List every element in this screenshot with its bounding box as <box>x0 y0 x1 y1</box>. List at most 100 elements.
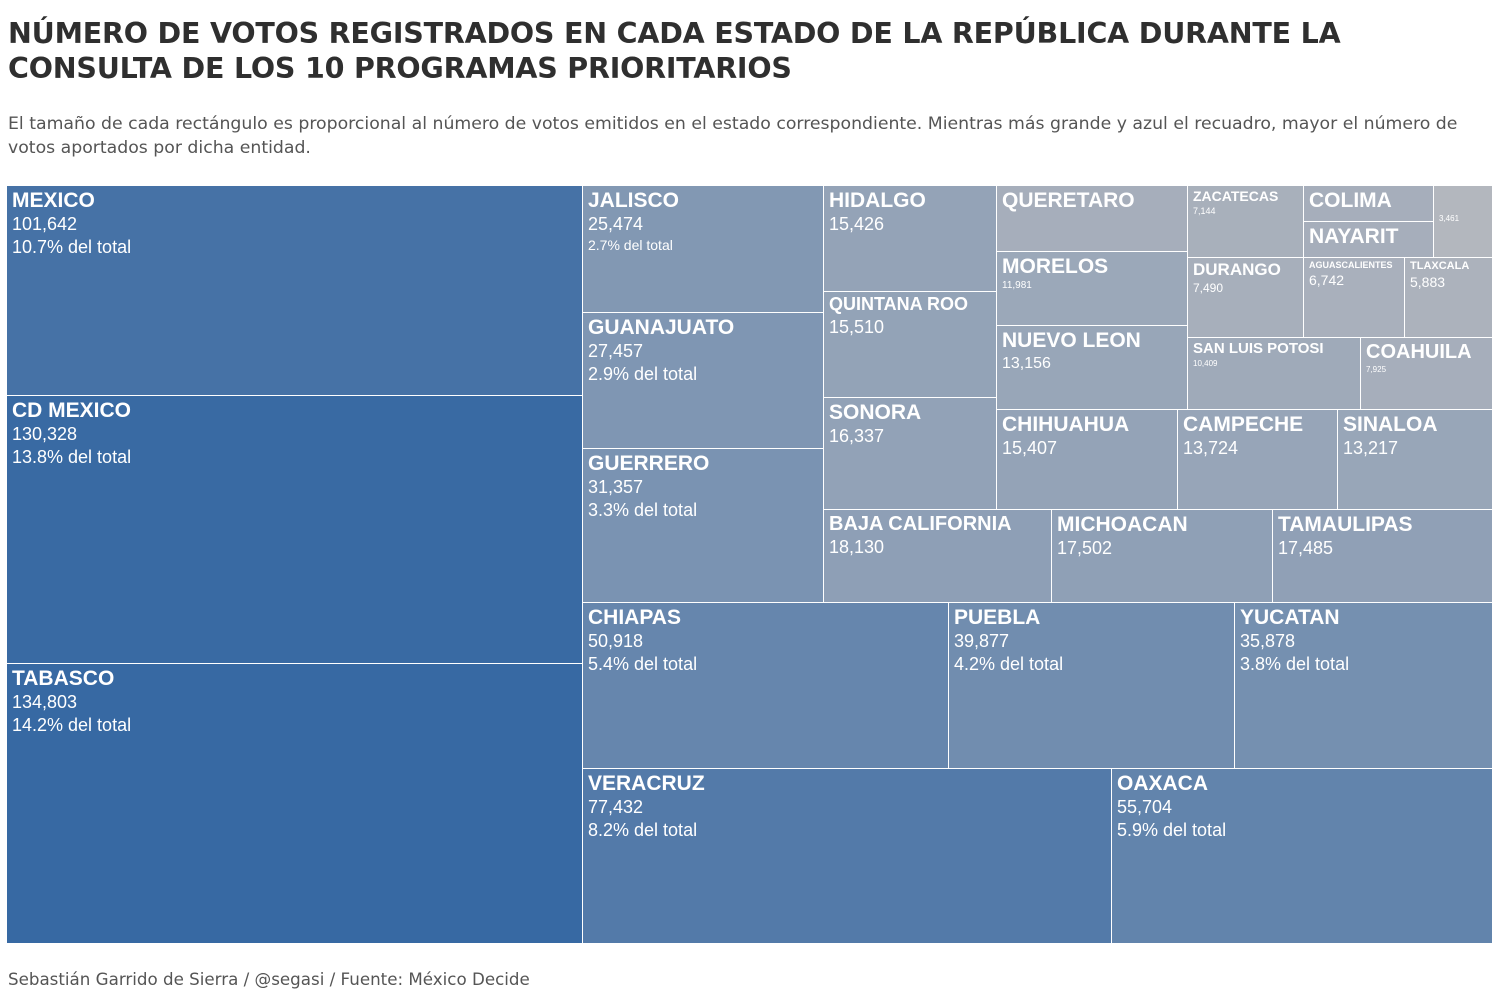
treemap-tile-coahuila: COAHUILA 7,925 <box>1361 338 1493 410</box>
treemap-tile-quintana-roo: QUINTANA ROO 15,510 <box>824 292 997 398</box>
treemap-tile-chiapas: CHIAPAS 50,918 5.4% del total <box>583 603 949 769</box>
treemap-tile-guanajuato: GUANAJUATO 27,457 2.9% del total <box>583 313 824 449</box>
tile-value: 25,474 <box>588 214 644 234</box>
treemap-tile-michoacan: MICHOACAN 17,502 <box>1052 510 1273 603</box>
tile-value: 13,724 <box>1183 438 1239 458</box>
tile-share: 2.7% del total <box>588 237 673 253</box>
tile-share: 13.8% del total <box>12 447 132 467</box>
tile-label: CAMPECHE <box>1183 413 1304 436</box>
treemap-tile-san-luis-potosi: SAN LUIS POTOSI 10,409 <box>1188 338 1361 410</box>
tile-label: SONORA <box>829 401 922 424</box>
treemap-tile-aguascalientes: AGUASCALIENTES 6,742 <box>1304 258 1405 338</box>
tile-label: TABASCO <box>12 667 115 690</box>
tile-label: TLAXCALA <box>1410 260 1470 272</box>
tile-label: HIDALGO <box>829 189 926 212</box>
tile-label: PUEBLA <box>954 606 1041 629</box>
treemap-tile-guerrero: GUERRERO 31,357 3.3% del total <box>583 449 824 603</box>
tile-label: YUCATAN <box>1240 606 1340 629</box>
treemap-tile-zacatecas: ZACATECAS 7,144 <box>1188 186 1304 258</box>
tile-label: VERACRUZ <box>588 772 705 795</box>
tile-share: 5.9% del total <box>1117 820 1227 840</box>
tile-label: DURANGO <box>1193 260 1281 279</box>
tile-label: SAN LUIS POTOSI <box>1193 340 1324 357</box>
tile-value: 130,328 <box>12 424 78 444</box>
tile-value: 7,144 <box>1193 206 1216 216</box>
tile-value: 17,502 <box>1057 538 1113 558</box>
treemap-tile-durango: DURANGO 7,490 <box>1188 258 1304 338</box>
tile-value: 15,426 <box>829 214 885 234</box>
treemap-tile-baja-california: BAJA CALIFORNIA 18,130 <box>824 510 1052 603</box>
tile-value: 31,357 <box>588 477 644 497</box>
tile-value: 50,918 <box>588 631 644 651</box>
tile-label: COLIMA <box>1309 189 1392 212</box>
treemap-tile-nayarit: NAYARIT <box>1304 222 1434 258</box>
tile-label: MORELOS <box>1002 255 1109 278</box>
tile-share: 10.7% del total <box>12 237 132 257</box>
tile-label: CHIAPAS <box>588 606 681 629</box>
tile-share: 3.3% del total <box>588 500 698 520</box>
chart-subtitle: El tamaño de cada rectángulo es proporci… <box>8 114 1458 158</box>
tile-value: 16,337 <box>829 426 885 446</box>
tile-label: TAMAULIPAS <box>1278 513 1413 536</box>
tile-value: 18,130 <box>829 537 885 557</box>
tile-value: 35,878 <box>1240 631 1296 651</box>
tile-value: 17,485 <box>1278 538 1334 558</box>
treemap-tile-puebla: PUEBLA 39,877 4.2% del total <box>949 603 1235 769</box>
treemap: MEXICO 101,642 10.7% del total CD MEXICO 130… <box>7 186 1493 944</box>
tile-share: 2.9% del total <box>588 364 698 384</box>
tile-value: 13,217 <box>1343 438 1399 458</box>
tile-value: 101,642 <box>12 214 78 234</box>
treemap-tile-hidalgo: HIDALGO 15,426 <box>824 186 997 292</box>
tile-label: OAXACA <box>1117 772 1209 795</box>
tile-value: 77,432 <box>588 797 644 817</box>
treemap-tile-tamaulipas: TAMAULIPAS 17,485 <box>1273 510 1493 603</box>
tile-value: 3,461 <box>1439 214 1460 223</box>
tile-share: 3.8% del total <box>1240 654 1350 674</box>
treemap-tile-tabasco: TABASCO 134,803 14.2% del total <box>7 664 583 944</box>
treemap-tile-queretaro: QUERETARO <box>997 186 1188 252</box>
tile-label: BAJA CALIFORNIA <box>829 513 1012 535</box>
tile-value: 6,742 <box>1309 272 1345 288</box>
treemap-tile-campeche: CAMPECHE 13,724 <box>1178 410 1338 510</box>
tile-label: CHIHUAHUA <box>1002 413 1130 436</box>
tile-value: 15,407 <box>1002 438 1058 458</box>
treemap-tile-mexico: MEXICO 101,642 10.7% del total <box>7 186 583 396</box>
treemap-tile-oaxaca: OAXACA 55,704 5.9% del total <box>1112 769 1493 944</box>
treemap-tile-cd-mexico: CD MEXICO 130,328 13.8% del total <box>7 396 583 664</box>
treemap-tile-colima: COLIMA <box>1304 186 1434 222</box>
tile-share: 8.2% del total <box>588 820 698 840</box>
tile-label: CD MEXICO <box>12 399 132 422</box>
treemap-tile-unlabeled: 3,461 <box>1434 186 1493 258</box>
tile-label: GUERRERO <box>588 452 710 475</box>
treemap-tile-yucatan: YUCATAN 35,878 3.8% del total <box>1235 603 1493 769</box>
treemap-tile-veracruz: VERACRUZ 77,432 8.2% del total <box>583 769 1112 944</box>
tile-label: MEXICO <box>12 189 95 212</box>
tile-label: NUEVO LEON <box>1002 329 1141 352</box>
tile-label: SINALOA <box>1343 413 1438 436</box>
tile-value: 10,409 <box>1193 359 1218 368</box>
tile-label: COAHUILA <box>1366 341 1472 363</box>
tile-share: 14.2% del total <box>12 715 132 735</box>
tile-label: GUANAJUATO <box>588 316 735 339</box>
tile-value: 134,803 <box>12 692 78 712</box>
treemap-tile-sinaloa: SINALOA 13,217 <box>1338 410 1493 510</box>
tile-value: 5,883 <box>1410 274 1446 290</box>
tile-label: ZACATECAS <box>1193 188 1279 204</box>
tile-share: 4.2% del total <box>954 654 1064 674</box>
treemap-tile-jalisco: JALISCO 25,474 2.7% del total <box>583 186 824 313</box>
tile-label: QUINTANA ROO <box>829 294 968 314</box>
source-credit: Sebastián Garrido de Sierra / @segasi / … <box>8 969 530 989</box>
tile-label: JALISCO <box>588 189 680 212</box>
treemap-tile-chihuahua: CHIHUAHUA 15,407 <box>997 410 1178 510</box>
chart-title: NÚMERO DE VOTOS REGISTRADOS EN CADA ESTA… <box>8 17 1341 85</box>
tile-value: 7,925 <box>1366 365 1387 374</box>
tile-value: 13,156 <box>1002 355 1051 372</box>
tile-value: 11,981 <box>1002 280 1032 291</box>
treemap-tile-sonora: SONORA 16,337 <box>824 398 997 510</box>
treemap-tile-morelos: MORELOS 11,981 <box>997 252 1188 326</box>
tile-value: 55,704 <box>1117 797 1173 817</box>
treemap-tile-nuevo-leon: NUEVO LEON 13,156 <box>997 326 1188 410</box>
treemap-tile-tlaxcala: TLAXCALA 5,883 <box>1405 258 1493 338</box>
tile-value: 7,490 <box>1193 281 1224 295</box>
tile-label: NAYARIT <box>1309 225 1399 248</box>
